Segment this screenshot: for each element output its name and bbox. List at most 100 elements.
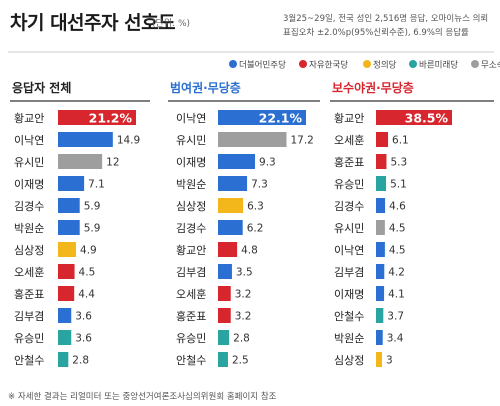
category-label: 오세훈: [176, 288, 206, 301]
bar: [58, 242, 77, 257]
value-label: 6.1: [392, 135, 409, 147]
value-label: 5.9: [84, 201, 101, 213]
bar: [376, 308, 384, 323]
bar: [58, 198, 80, 213]
category-label: 유시민: [14, 156, 44, 169]
value-label: 7.3: [251, 179, 268, 191]
value-label: 4.9: [80, 245, 97, 257]
value-label: 4.4: [78, 289, 95, 301]
bar: [218, 220, 243, 235]
category-label: 김부겸: [176, 266, 206, 279]
legend-label-2: 자유한국당: [309, 60, 348, 71]
value-label: 2.5: [232, 355, 249, 367]
value-label: 4.8: [241, 245, 258, 257]
value-label: 14.9: [117, 135, 140, 147]
category-label: 유승민: [334, 178, 364, 191]
chart-title: 차기 대선주자 선호도: [10, 12, 176, 34]
value-label: 3.4: [387, 333, 404, 345]
panel-title-3: 보수야권·무당층: [332, 80, 414, 95]
bar: [58, 308, 72, 323]
value-label: 3.5: [236, 267, 253, 279]
value-label: 6.3: [247, 201, 264, 213]
category-label: 심상정: [176, 200, 206, 213]
category-label: 심상정: [14, 244, 44, 257]
bar: [376, 220, 385, 235]
bar: [376, 132, 389, 147]
bar: [58, 132, 113, 147]
legend-label-5: 무소속: [481, 61, 500, 71]
legend-swatch-5: [471, 60, 479, 68]
legend-swatch-1: [229, 60, 237, 68]
category-label: 황교안: [334, 112, 364, 125]
source-note: ※ 자세한 결과는 리얼미터 또는 중앙선거여론조사심의위원회 홈페이지 참조: [8, 392, 277, 402]
bar: [376, 154, 387, 169]
category-label: 유시민: [176, 134, 206, 147]
category-label: 이낙연: [334, 244, 364, 257]
value-label: 4.2: [388, 267, 405, 279]
category-label: 이낙연: [176, 112, 206, 125]
category-label: 김경수: [334, 200, 364, 213]
legend-swatch-2: [299, 60, 307, 68]
survey-note: 3월25~29일, 전국 성인 2,516명 응답, 오마이뉴스 의뢰 표집오차…: [283, 14, 489, 38]
bar: [58, 286, 75, 301]
value-label: 5.3: [390, 157, 407, 169]
category-label: 김경수: [14, 200, 44, 213]
category-label: 황교안: [14, 112, 44, 125]
legend-label-1: 더불어민주당: [239, 60, 286, 71]
category-label: 이재명: [334, 288, 364, 301]
value-label: 4.6: [389, 201, 406, 213]
bar: [376, 176, 387, 191]
unit-label: (단위: %): [152, 19, 191, 29]
category-label: 유시민: [334, 222, 364, 235]
bar: [218, 352, 228, 367]
value-label: 12: [106, 157, 119, 169]
bar: [58, 352, 69, 367]
bar: [58, 176, 85, 191]
value-label: 2.8: [233, 333, 250, 345]
category-label: 오세훈: [14, 266, 44, 279]
bar: [376, 198, 386, 213]
bar: [218, 308, 231, 323]
value-label: 5.9: [84, 223, 101, 235]
value-label: 3.2: [235, 289, 252, 301]
category-label: 심상정: [334, 354, 364, 367]
bar: [376, 110, 452, 125]
legend-label-3: 정의당: [373, 60, 397, 71]
bar: [218, 110, 306, 125]
category-label: 안철수: [176, 354, 206, 367]
category-label: 박원순: [176, 178, 206, 191]
bar: [376, 330, 383, 345]
category-label: 홍준표: [176, 309, 206, 323]
bar: [376, 242, 385, 257]
bar: [218, 286, 231, 301]
bar: [58, 220, 80, 235]
category-label: 김부겸: [334, 266, 364, 279]
value-label: 6.2: [247, 223, 264, 235]
panel-title-2: 범여권·무당층: [170, 80, 241, 95]
value-label: 3: [386, 355, 393, 367]
value-label: 38.5%: [405, 111, 449, 126]
bar: [218, 132, 287, 147]
value-label: 3.6: [75, 311, 92, 323]
category-label: 김경수: [176, 222, 206, 235]
category-label: 황교안: [176, 244, 206, 257]
category-label: 이재명: [14, 178, 44, 191]
category-label: 홍준표: [334, 155, 364, 169]
bar: [58, 264, 75, 279]
bar: [376, 264, 385, 279]
category-label: 안철수: [14, 354, 44, 367]
legend-swatch-3: [363, 60, 371, 68]
category-label: 안철수: [334, 310, 364, 323]
category-label: 박원순: [14, 222, 44, 235]
value-label: 4.5: [389, 245, 406, 257]
value-label: 7.1: [88, 179, 105, 191]
bar: [218, 176, 248, 191]
value-label: 4.5: [389, 223, 406, 235]
bar: [218, 154, 256, 169]
category-label: 오세훈: [334, 134, 364, 147]
category-label: 박원순: [334, 332, 364, 345]
category-label: 김부겸: [14, 310, 44, 323]
category-label: 유승민: [176, 332, 206, 345]
value-label: 21.2%: [89, 111, 133, 126]
bar: [58, 330, 72, 345]
